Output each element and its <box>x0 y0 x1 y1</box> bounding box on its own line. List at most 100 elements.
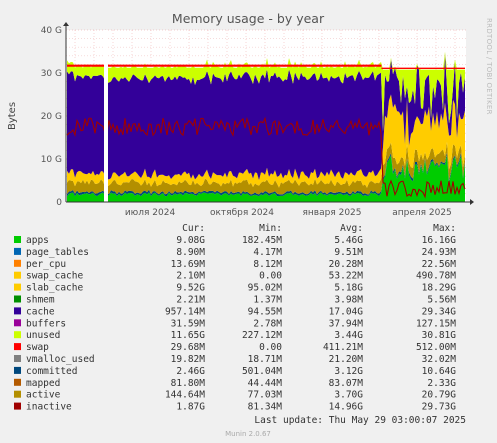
legend-value-max: 29.34G <box>422 306 457 317</box>
legend-column-header: Max: <box>433 223 456 234</box>
legend-value-cur: 31.59M <box>171 318 206 329</box>
legend-column-header: Min: <box>259 223 282 234</box>
x-tick-labels: июля 2024 октября 2024 января 2025 апреля 2… <box>125 208 452 218</box>
legend-name: buffers <box>26 318 66 329</box>
legend-swatch-vmalloc_used <box>14 355 21 362</box>
y-tick-label: 40 G <box>41 26 62 36</box>
x-axis-arrow <box>470 199 474 205</box>
legend-value-cur: 9.08G <box>176 235 205 246</box>
chart-title: Memory usage - by year <box>172 11 325 26</box>
legend-value-cur: 2.46G <box>176 366 205 377</box>
legend-name: cache <box>26 306 55 317</box>
legend-value-max: 16.16G <box>422 235 457 246</box>
legend-value-max: 5.56M <box>427 295 456 306</box>
legend-value-max: 512.00M <box>416 342 456 353</box>
y-axis-label: Bytes <box>7 102 18 130</box>
legend-swatch-apps <box>14 236 21 243</box>
legend-value-min: 2.78M <box>253 318 282 329</box>
x-tick-label: января 2025 <box>302 208 361 218</box>
legend-value-cur: 2.21M <box>176 295 205 306</box>
area-unused <box>67 51 465 132</box>
legend-value-min: 18.71M <box>248 354 283 365</box>
legend-name: shmem <box>26 295 55 306</box>
legend-value-max: 24.93M <box>422 247 457 258</box>
legend-value-min: 4.17M <box>253 247 282 258</box>
legend-name: page_tables <box>26 247 89 258</box>
legend-value-avg: 5.18G <box>334 283 363 294</box>
legend-swatch-committed <box>14 366 21 374</box>
legend-column-header: Avg: <box>340 223 363 234</box>
legend-value-max: 2.33G <box>427 378 456 389</box>
legend-name: inactive <box>26 402 72 413</box>
rrdtool-credit: RRDTOOL / TOBI OETIKER <box>485 18 493 115</box>
legend-value-avg: 3.12G <box>334 366 363 377</box>
legend-value-avg: 3.98M <box>334 295 363 306</box>
legend-value-cur: 2.10M <box>176 271 205 282</box>
y-tick-label: 20 G <box>41 112 62 122</box>
legend-value-max: 127.15M <box>416 318 456 329</box>
legend-value-cur: 9.52G <box>176 283 205 294</box>
legend-value-avg: 9.51M <box>334 247 363 258</box>
legend-value-min: 227.12M <box>242 330 282 341</box>
area-cache <box>67 53 465 181</box>
legend-name: swap <box>26 342 49 353</box>
y-axis-arrow <box>63 22 69 26</box>
legend-value-cur: 29.68M <box>171 342 206 353</box>
legend-column-header: Cur: <box>182 223 205 234</box>
legend-value-cur: 957.14M <box>165 306 205 317</box>
legend-name: per_cpu <box>26 259 66 270</box>
legend-swatch-slab_cache <box>14 283 21 291</box>
legend-value-max: 18.29G <box>422 283 457 294</box>
legend-name: vmalloc_used <box>26 354 95 365</box>
legend-swatch-page_tables <box>14 247 21 255</box>
legend: Cur: Min: Avg: Max: apps 9.08G 182.45M 5.46G 16.… <box>14 223 456 413</box>
legend-swatch-active <box>14 390 21 398</box>
legend-value-avg: 411.21M <box>323 342 363 353</box>
legend-value-cur: 19.82M <box>171 354 206 365</box>
legend-value-avg: 5.46G <box>334 235 363 246</box>
legend-swatch-inactive <box>14 402 21 410</box>
legend-name: swap_cache <box>26 271 83 282</box>
y-tick-label: 30 G <box>41 69 62 79</box>
legend-value-avg: 14.96G <box>329 402 364 413</box>
y-tick-label: 0 <box>56 198 62 208</box>
legend-value-max: 22.56M <box>422 259 457 270</box>
legend-value-min: 95.02M <box>248 283 283 294</box>
munin-version: Munin 2.0.67 <box>225 430 271 438</box>
legend-value-max: 10.64G <box>422 366 457 377</box>
legend-value-cur: 13.69M <box>171 259 206 270</box>
legend-value-cur: 11.65G <box>171 330 206 341</box>
last-update: Last update: Thu May 29 03:00:07 2025 <box>254 415 466 426</box>
legend-value-avg: 53.22M <box>329 271 364 282</box>
area-slab_cache <box>67 94 465 188</box>
legend-value-cur: 1.87G <box>176 402 205 413</box>
x-tick-label: июля 2024 <box>125 208 176 218</box>
legend-value-avg: 3.70G <box>334 390 363 401</box>
legend-value-cur: 144.64M <box>165 390 205 401</box>
data-gap <box>104 30 108 202</box>
legend-name: slab_cache <box>26 283 83 294</box>
legend-name: active <box>26 390 61 401</box>
legend-value-avg: 37.94M <box>329 318 364 329</box>
y-tick-labels: 0 10 G 20 G 30 G 40 G <box>41 26 63 208</box>
legend-swatch-shmem <box>14 295 21 303</box>
legend-value-min: 501.04M <box>242 366 282 377</box>
legend-name: unused <box>26 330 60 341</box>
legend-value-avg: 20.28M <box>329 259 364 270</box>
legend-value-min: 1.37M <box>253 295 282 306</box>
legend-value-min: 8.12M <box>253 259 282 270</box>
legend-value-max: 20.79G <box>422 390 457 401</box>
x-tick-label: апреля 2025 <box>392 208 452 218</box>
legend-swatch-cache <box>14 307 21 315</box>
legend-value-min: 0.00 <box>259 342 282 353</box>
legend-value-min: 44.44M <box>248 378 283 389</box>
legend-swatch-swap <box>14 343 21 351</box>
stacked-areas <box>66 30 466 202</box>
legend-name: apps <box>26 235 49 246</box>
axes <box>63 22 474 205</box>
legend-value-min: 77.03M <box>248 390 283 401</box>
legend-value-avg: 83.07M <box>329 378 364 389</box>
legend-value-avg: 17.04G <box>329 306 364 317</box>
legend-value-min: 0.00 <box>259 271 282 282</box>
